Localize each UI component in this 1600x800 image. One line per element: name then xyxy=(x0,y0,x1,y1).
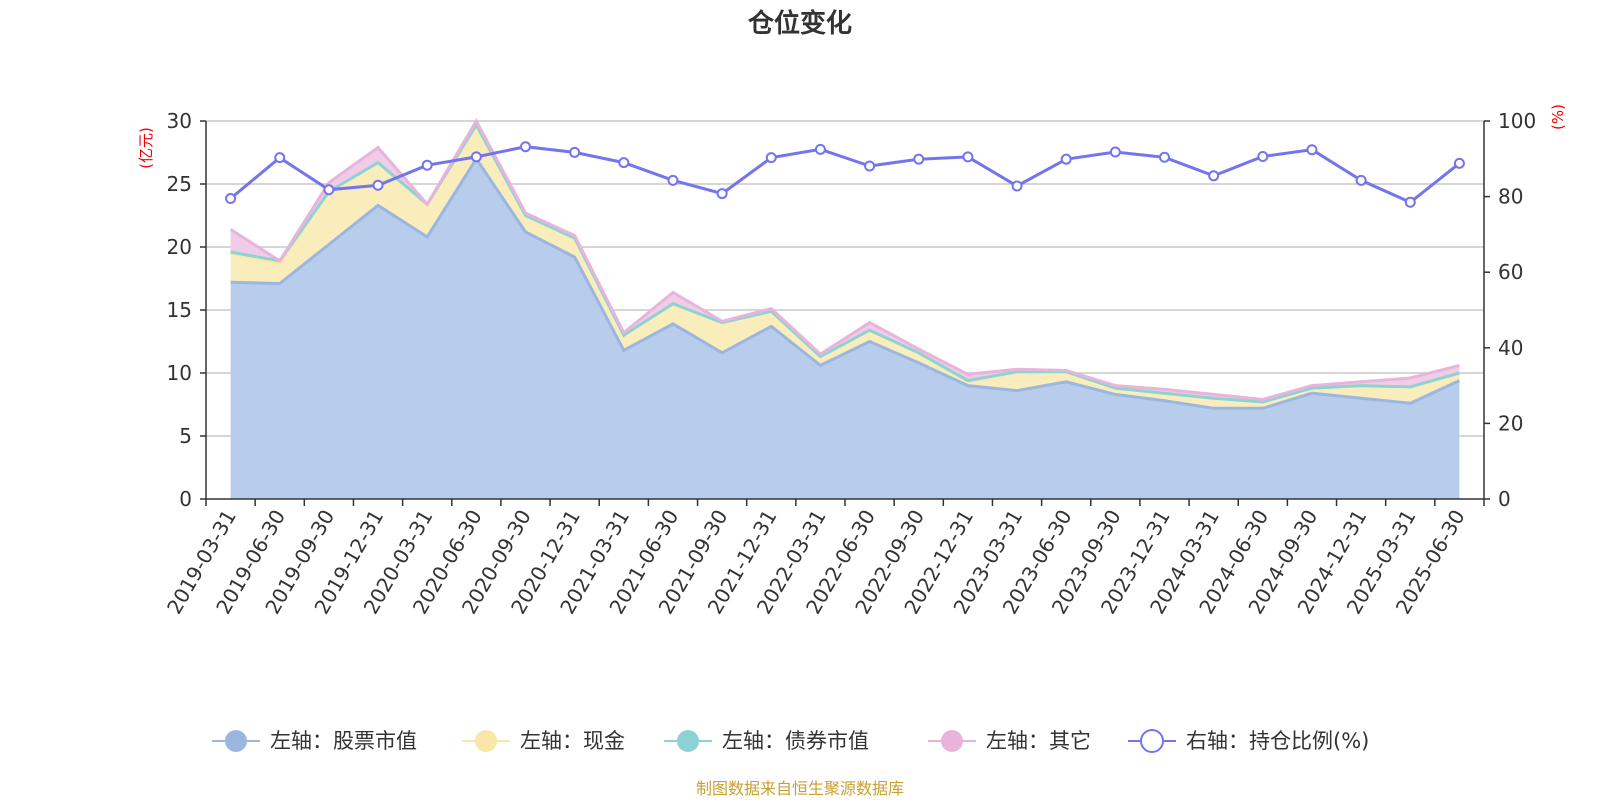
right-axis-unit: (%) xyxy=(1549,104,1567,130)
left-axis-tick-label: 0 xyxy=(179,487,192,511)
left-axis-tick-label: 5 xyxy=(179,424,192,448)
left-axis-tick-label: 25 xyxy=(167,172,192,196)
source-note: 制图数据来自恒生聚源数据库 xyxy=(696,779,904,798)
legend-item: 右轴：持仓比例(%) xyxy=(1128,729,1369,753)
legend-label: 左轴：股票市值 xyxy=(270,729,417,753)
legend-label: 左轴：债券市值 xyxy=(722,729,869,753)
right-axis-tick-label: 60 xyxy=(1498,260,1523,284)
area-左轴：股票市值 xyxy=(230,158,1460,500)
legend-label: 右轴：持仓比例(%) xyxy=(1186,729,1369,753)
ratio-point xyxy=(372,179,384,191)
legend-label: 左轴：其它 xyxy=(986,729,1091,753)
legend-label: 左轴：现金 xyxy=(520,729,625,753)
ratio-point xyxy=(667,174,679,186)
series-line-左轴：股票市值 xyxy=(230,156,1461,410)
ratio-point xyxy=(1257,151,1269,163)
ratio-line xyxy=(225,141,1465,208)
ratio-point xyxy=(520,141,531,153)
ratio-point xyxy=(1159,151,1170,163)
right-axis-tick-label: 0 xyxy=(1498,487,1511,511)
legend-marker xyxy=(475,730,497,752)
ratio-point xyxy=(765,152,777,164)
left-axis-unit: (亿元) xyxy=(137,127,155,169)
ratio-point xyxy=(1355,174,1367,186)
left-axis-tick-label: 20 xyxy=(167,235,192,259)
right-axis-tick-label: 40 xyxy=(1498,336,1523,360)
legend-item: 左轴：债券市值 xyxy=(664,729,869,753)
ratio-point xyxy=(716,188,728,200)
legend-item: 左轴：股票市值 xyxy=(212,729,417,753)
ratio-point xyxy=(1109,146,1121,158)
chart-title: 仓位变化 xyxy=(747,8,852,39)
left-axis-tick-label: 30 xyxy=(167,109,192,133)
ratio-point xyxy=(1453,157,1465,169)
ratio-point xyxy=(814,143,826,155)
ratio-point xyxy=(323,184,335,196)
ratio-point xyxy=(1208,170,1220,182)
ratio-point xyxy=(618,157,630,169)
ratio-polyline xyxy=(229,145,1461,205)
left-axis-tick-label: 10 xyxy=(167,361,192,385)
ratio-point xyxy=(1306,144,1318,156)
legend: 左轴：股票市值 左轴：现金 左轴：债券市值 左轴：其它 右轴：持仓比例(%) xyxy=(212,729,1369,753)
left-axis-tick-label: 15 xyxy=(167,298,192,322)
ratio-point xyxy=(1011,180,1023,192)
legend-marker xyxy=(1140,729,1164,753)
legend-item: 左轴：现金 xyxy=(462,729,625,753)
legend-marker xyxy=(941,730,963,752)
ratio-point xyxy=(913,153,925,165)
legend-item: 左轴：其它 xyxy=(928,729,1091,753)
ratio-point xyxy=(864,160,876,172)
ratio-point xyxy=(225,192,237,204)
legend-marker xyxy=(225,730,247,752)
ratio-point xyxy=(274,152,286,164)
ratio-point xyxy=(962,151,974,163)
ratio-point xyxy=(421,159,433,171)
ratio-point xyxy=(470,151,482,163)
right-axis-tick-label: 80 xyxy=(1498,185,1523,209)
ratio-point xyxy=(1060,153,1072,165)
stacked-areas xyxy=(229,117,1461,500)
ratio-point xyxy=(569,146,581,158)
right-axis-tick-label: 100 xyxy=(1498,109,1536,133)
legend-marker xyxy=(677,730,699,752)
ratio-point xyxy=(1404,196,1416,208)
series-line-左轴：其它 xyxy=(229,117,1460,402)
right-axis-tick-label: 20 xyxy=(1498,411,1523,435)
